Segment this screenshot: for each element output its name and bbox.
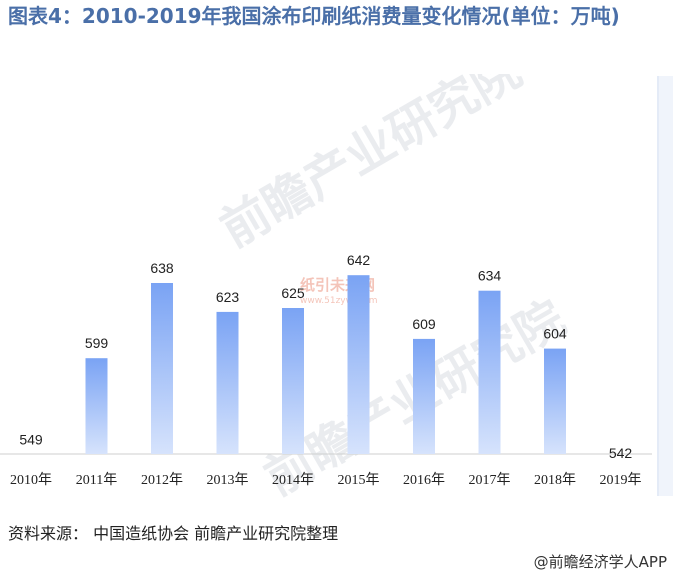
- x-tick-label: 2010年: [10, 472, 52, 488]
- source-note: 资料来源： 中国造纸协会 前瞻产业研究院整理: [8, 524, 339, 543]
- watermark-text: 前瞻产业研究院: [211, 74, 530, 258]
- x-tick-label: 2014年: [272, 472, 314, 488]
- bar: [216, 311, 239, 454]
- chart-title: 图表4：2010-2019年我国涂布印刷纸消费量变化情况(单位：万吨): [8, 4, 620, 28]
- x-tick-label: 2017年: [469, 472, 511, 488]
- x-tick-label: 2015年: [338, 472, 380, 488]
- bar-chart: 前瞻产业研究院 前瞻产业研究院 纸引未来网 www.51zywl.com 549…: [0, 42, 652, 507]
- bar-value-label: 642: [347, 252, 371, 268]
- watermark-layer: 前瞻产业研究院 前瞻产业研究院: [211, 42, 574, 507]
- bar: [151, 283, 173, 454]
- x-tick-label: 2016年: [403, 472, 445, 488]
- bar-value-label: 609: [412, 316, 436, 332]
- x-tick-label: 2019年: [600, 472, 642, 488]
- bar: [413, 338, 435, 454]
- bar-value-label: 599: [85, 335, 109, 351]
- x-tick-label: 2012年: [141, 472, 183, 488]
- x-tick-label: 2013年: [207, 472, 249, 488]
- bar-value-label: 634: [478, 268, 502, 284]
- center-watermark-url: www.51zywl.com: [300, 296, 378, 306]
- brand-label: @前瞻经济学人APP: [533, 553, 667, 571]
- bar: [478, 290, 501, 454]
- x-tick-label: 2011年: [76, 472, 117, 488]
- bar: [85, 358, 108, 454]
- bar-value-label: 625: [281, 285, 305, 301]
- bar: [347, 275, 370, 454]
- bar: [282, 308, 304, 454]
- bar-value-label: 623: [216, 289, 240, 305]
- bar-value-label: 549: [19, 432, 43, 448]
- bar: [544, 348, 566, 454]
- bar-value-label: 638: [150, 260, 174, 276]
- right-side-panel: [657, 76, 673, 496]
- bar-value-label: 542: [609, 445, 633, 461]
- x-tick-label: 2018年: [534, 472, 576, 488]
- chart-area: 前瞻产业研究院 前瞻产业研究院 纸引未来网 www.51zywl.com 549…: [0, 42, 673, 507]
- bar-value-label: 604: [543, 326, 567, 342]
